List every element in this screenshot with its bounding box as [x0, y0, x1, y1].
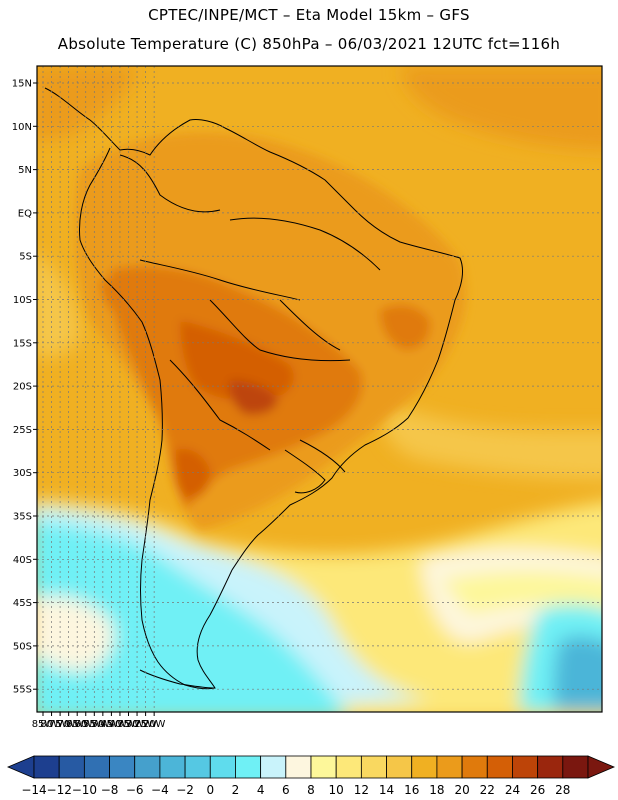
lon-label: 55W: [83, 719, 106, 730]
map-frame: [36, 65, 603, 713]
lon-label: 65W: [66, 719, 89, 730]
colorbar-label: −6: [126, 783, 144, 797]
colorbar-label: 24: [505, 783, 520, 797]
colorbar-label: 10: [329, 783, 344, 797]
lon-label: 20W: [143, 719, 166, 730]
map-title-line-2: Absolute Temperature (C) 850hPa – 06/03/…: [57, 35, 561, 53]
lon-label: 80W: [40, 719, 63, 730]
colorbar-swatch: [486, 755, 513, 779]
lon-label: 40W: [109, 719, 132, 730]
colorbar-swatch: [310, 755, 337, 779]
colorbar-label: 14: [379, 783, 394, 797]
colorbar-label: −8: [101, 783, 119, 797]
lat-label: 10N: [12, 122, 32, 133]
lat-label: 30S: [13, 468, 32, 479]
colorbar-swatch: [134, 755, 161, 779]
colorbar-swatch: [33, 755, 60, 779]
lat-label: 20S: [13, 382, 32, 393]
colorbar-label: 22: [480, 783, 495, 797]
colorbar-label: 8: [307, 783, 315, 797]
colorbar-swatch: [260, 755, 287, 779]
coastlines: [44, 87, 463, 690]
lat-label: 15N: [12, 79, 32, 90]
colorbar-swatch: [159, 755, 186, 779]
lat-label: 10S: [13, 295, 32, 306]
colorbar-swatch: [184, 755, 211, 779]
colorbar-swatch: [285, 755, 312, 779]
colorbar-label: 4: [257, 783, 265, 797]
lat-label: 5N: [18, 165, 32, 176]
colorbar-label: −12: [47, 783, 72, 797]
lat-label: 55S: [13, 685, 32, 696]
axis-ticks: 85W80W75W70W65W60W55W50W45W40W35W30W25W2…: [12, 79, 166, 731]
colorbar-label: 6: [282, 783, 290, 797]
colorbar-swatch: [335, 755, 362, 779]
lon-label: 70W: [57, 719, 80, 730]
colorbar-label: −2: [176, 783, 194, 797]
colorbar-swatch: [562, 755, 589, 779]
temperature-field: [37, 66, 602, 712]
colorbar-swatch: [83, 755, 110, 779]
colorbar-label: 12: [354, 783, 369, 797]
lon-label: 85W: [32, 719, 55, 730]
colorbar-swatch: [209, 755, 236, 779]
colorbar-swatch: [386, 755, 413, 779]
colorbar-swatch: [436, 755, 463, 779]
colorbar-swatch: [235, 755, 262, 779]
colorbar-label: −10: [72, 783, 97, 797]
colorbar-label: 16: [404, 783, 419, 797]
lat-label: EQ: [18, 208, 32, 219]
graticule: [37, 66, 602, 712]
lat-label: 45S: [13, 598, 32, 609]
colorbar-label: −4: [151, 783, 169, 797]
lon-label: 35W: [117, 719, 140, 730]
lat-label: 15S: [13, 338, 32, 349]
colorbar-under-triangle: [6, 755, 35, 779]
colorbar-swatch: [461, 755, 488, 779]
colorbar-label: −14: [21, 783, 46, 797]
lat-label: 25S: [13, 425, 32, 436]
colorbar-swatch: [512, 755, 539, 779]
colorbar-swatch: [360, 755, 387, 779]
colorbar-swatch: [537, 755, 564, 779]
lon-label: 60W: [74, 719, 97, 730]
colorbar-label: 26: [530, 783, 545, 797]
colorbar-swatch: [109, 755, 136, 779]
colorbar: −14 −12 −10 −8 −6 −4 −2 0 2 4 6 8 10 12 14 16 18 20 22 24 26…: [6, 755, 616, 797]
lon-label: 50W: [92, 719, 115, 730]
lat-label: 5S: [19, 252, 32, 263]
colorbar-label: 0: [206, 783, 214, 797]
colorbar-swatch: [411, 755, 438, 779]
colorbar-label: 18: [429, 783, 444, 797]
lon-label: 75W: [49, 719, 72, 730]
lat-label: 50S: [13, 641, 32, 652]
colorbar-over-triangle: [587, 755, 616, 779]
lat-label: 35S: [13, 512, 32, 523]
colorbar-label: 28: [555, 783, 570, 797]
lon-label: 25W: [134, 719, 157, 730]
colorbar-label: 20: [454, 783, 469, 797]
lon-label: 45W: [100, 719, 123, 730]
map-title-line-1: CPTEC/INPE/MCT – Eta Model 15km – GFS: [148, 6, 470, 24]
lon-label: 30W: [126, 719, 149, 730]
colorbar-swatch: [58, 755, 85, 779]
colorbar-label: 2: [232, 783, 240, 797]
lat-label: 40S: [13, 555, 32, 566]
